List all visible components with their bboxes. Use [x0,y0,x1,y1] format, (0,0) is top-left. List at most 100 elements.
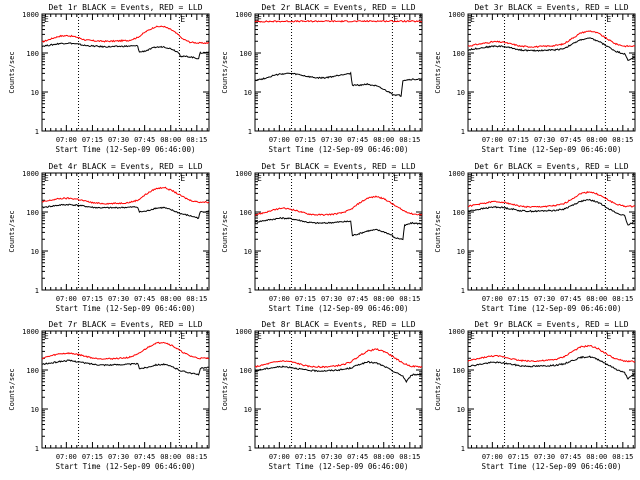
chart-title: Det 2r BLACK = Events, RED = LLD [261,3,415,12]
x-tick-label: 07:45 [560,136,581,144]
y-tick-label: 10 [457,406,465,414]
lld-series-line [467,344,636,363]
flag-label: E [393,15,398,24]
x-tick-label: 07:00 [482,453,503,461]
y-tick-label: 1000 [22,11,39,19]
y-tick-label: 1 [461,128,465,136]
y-tick-label: 100 [452,209,465,217]
y-tick-label: 1000 [235,170,252,178]
x-axis-label: Start Time (12-Sep-09 06:46:00) [56,462,196,471]
y-tick-label: 1000 [448,11,465,19]
x-tick-label: 07:30 [321,295,342,303]
flag-label: E [44,15,49,24]
x-tick-label: 07:45 [347,295,368,303]
x-tick-label: 07:45 [134,295,155,303]
y-tick-label: 1 [35,445,39,453]
plot-frame [254,13,423,132]
x-tick-label: 07:00 [269,295,290,303]
x-tick-label: 08:15 [186,295,207,303]
y-tick-label: 100 [239,367,252,375]
plot-frame [254,330,423,449]
chart-panel: Det 3r BLACK = Events, RED = LLD 1 10 100 10… [434,3,636,154]
chart-panel: Det 7r BLACK = Events, RED = LLD 1 10 100 10… [8,320,210,471]
flag-label: E [257,332,262,341]
y-tick-label: 1000 [235,11,252,19]
x-tick-label: 07:45 [134,136,155,144]
y-tick-label: 1000 [22,170,39,178]
lld-series-line [468,190,636,209]
x-tick-label: 08:00 [586,295,607,303]
x-tick-label: 07:30 [534,295,555,303]
x-tick-label: 08:00 [373,453,394,461]
chart-panel: Det 6r BLACK = Events, RED = LLD 1 10 100 10… [434,162,636,313]
x-axis-label: Start Time (12-Sep-09 06:46:00) [56,304,196,313]
events-series-line [254,216,423,241]
y-axis-label: Counts/sec [8,51,16,93]
chart-panel: Det 9r BLACK = Events, RED = LLD 1 10 100 10… [434,320,636,471]
events-series-line [467,355,636,380]
events-series-line [42,359,210,376]
flag-label: E [470,174,475,183]
flag-label: E [393,332,398,341]
x-tick-label: 07:15 [508,295,529,303]
plot-frame [254,172,423,291]
x-tick-label: 07:00 [269,453,290,461]
lld-series-line [41,25,210,45]
lld-series-line [41,341,210,360]
y-tick-label: 1 [248,128,252,136]
y-tick-label: 1000 [448,328,465,336]
x-tick-label: 08:00 [373,136,394,144]
events-series-line [254,71,423,97]
chart-panel: Det 5r BLACK = Events, RED = LLD 1 10 100 10… [221,162,423,313]
x-tick-label: 08:00 [586,136,607,144]
y-tick-label: 100 [239,50,252,58]
y-tick-label: 10 [457,248,465,256]
x-tick-label: 08:00 [160,136,181,144]
x-axis-label: Start Time (12-Sep-09 06:46:00) [482,304,622,313]
flag-label: E [180,332,185,341]
y-axis-label: Counts/sec [434,368,442,410]
y-tick-label: 1 [248,445,252,453]
chart-title: Det 1r BLACK = Events, RED = LLD [48,3,202,12]
y-tick-label: 10 [244,89,252,97]
y-tick-label: 1 [35,287,39,295]
y-tick-label: 1000 [235,328,252,336]
x-tick-label: 07:00 [482,136,503,144]
y-axis-label: Counts/sec [434,51,442,93]
chart-panel: Det 1r BLACK = Events, RED = LLD 1 10 100 10… [8,3,210,154]
x-tick-label: 07:15 [295,453,316,461]
y-axis-label: Counts/sec [434,210,442,252]
y-tick-label: 1 [248,287,252,295]
x-tick-label: 07:30 [534,453,555,461]
y-tick-label: 1000 [448,170,465,178]
x-tick-label: 07:45 [347,453,368,461]
y-tick-label: 1 [35,128,39,136]
chart-title: Det 6r BLACK = Events, RED = LLD [474,162,628,171]
x-tick-label: 07:45 [134,453,155,461]
flag-label: E [180,174,185,183]
x-tick-label: 07:00 [269,136,290,144]
flag-label: E [606,332,611,341]
x-tick-label: 08:15 [186,453,207,461]
x-tick-label: 07:15 [295,295,316,303]
x-tick-label: 07:45 [347,136,368,144]
chart-title: Det 8r BLACK = Events, RED = LLD [261,320,415,329]
flag-label: E [606,174,611,183]
events-series-line [467,198,636,226]
y-tick-label: 100 [452,50,465,58]
x-tick-label: 07:15 [508,136,529,144]
y-tick-label: 10 [244,248,252,256]
flag-label: E [470,15,475,24]
y-tick-label: 10 [457,89,465,97]
x-tick-label: 07:45 [560,295,581,303]
flag-label: E [257,15,262,24]
y-tick-label: 10 [31,248,39,256]
x-tick-label: 08:15 [612,453,633,461]
x-tick-label: 07:30 [321,453,342,461]
y-axis-label: Counts/sec [221,51,229,93]
x-tick-label: 07:15 [82,453,103,461]
x-axis-label: Start Time (12-Sep-09 06:46:00) [269,145,409,154]
chart-title: Det 5r BLACK = Events, RED = LLD [261,162,415,171]
y-tick-label: 10 [31,89,39,97]
chart-title: Det 3r BLACK = Events, RED = LLD [474,3,628,12]
